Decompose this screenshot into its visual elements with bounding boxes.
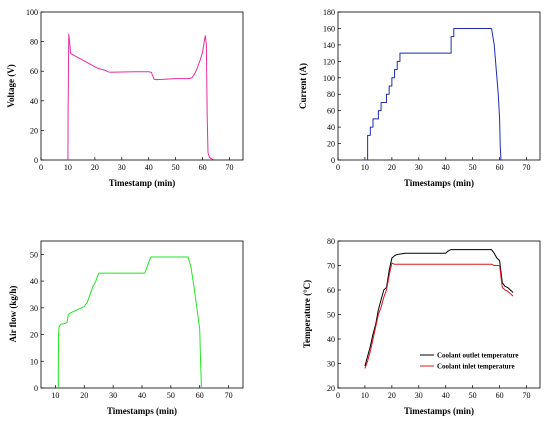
temperature-chart: 0 10 20 30 40 50 60 70 20 30 40 50 60 70 80 Timestamp… — [302, 237, 541, 416]
temperature-series-line-1 — [364, 262, 514, 369]
temperature-x-tick-label: 20 — [388, 391, 396, 400]
voltage-series — [67, 33, 214, 161]
current-y-tick-label: 120 — [323, 57, 335, 66]
temperature-x-tick-label: 40 — [442, 391, 450, 400]
temperature-y-tick-label: 40 — [327, 335, 335, 344]
current-y-tick-label: 160 — [323, 24, 335, 33]
airflow-y-ticks: 0 10 20 30 40 50 — [30, 250, 44, 393]
current-x-ticks: 0 10 20 30 40 50 60 70 — [336, 157, 531, 172]
voltage-y-tick-label: 0 — [34, 156, 38, 165]
current-series — [364, 27, 503, 161]
temperature-x-tick-label: 60 — [496, 391, 504, 400]
temperature-y-tick-label: 80 — [327, 237, 335, 246]
voltage-y-tick-label: 20 — [30, 126, 38, 135]
temperature-x-tick-label: 0 — [336, 391, 340, 400]
voltage-y-tick-label: 60 — [30, 67, 38, 76]
current-x-tick-label: 0 — [336, 163, 340, 172]
temperature-y-ticks: 20 30 40 50 60 70 80 — [327, 237, 341, 393]
voltage-x-tick-label: 60 — [199, 163, 207, 172]
airflow-y-tick-label: 40 — [30, 277, 38, 286]
temperature-y-tick-label: 50 — [327, 311, 335, 320]
voltage-y-tick-label: 80 — [30, 38, 38, 47]
temperature-x-tick-label: 10 — [361, 391, 369, 400]
current-x-tick-label: 20 — [388, 163, 396, 172]
airflow-series-line-0 — [57, 256, 202, 389]
temperature-x-axis-label: Timestamps (min) — [404, 406, 474, 416]
temperature-series-line-0 — [364, 249, 514, 367]
current-y-tick-label: 80 — [327, 90, 335, 99]
temperature-x-tick-label: 30 — [415, 391, 423, 400]
current-y-tick-label: 180 — [323, 8, 335, 17]
current-chart: 0 10 20 30 40 50 60 70 0 20 40 60 80 100 120 140 160 180… — [298, 8, 541, 188]
voltage-chart: 0 10 20 30 40 50 60 70 0 20 40 60 80 100 Timestamp (… — [6, 8, 244, 188]
temperature-x-ticks: 0 10 20 30 40 50 60 70 — [336, 385, 531, 400]
current-y-tick-label: 20 — [327, 140, 335, 149]
voltage-y-axis-label: Voltage (V) — [6, 64, 16, 107]
voltage-y-tick-label: 100 — [26, 8, 38, 17]
current-series-line-0 — [364, 27, 503, 161]
current-y-tick-label: 100 — [323, 74, 335, 83]
current-y-tick-label: 60 — [327, 107, 335, 116]
voltage-x-tick-label: 20 — [91, 163, 99, 172]
airflow-y-tick-label: 20 — [30, 331, 38, 340]
airflow-x-tick-label: 10 — [51, 391, 59, 400]
voltage-x-tick-label: 30 — [118, 163, 126, 172]
legend-label-outlet: Coolant outlet temperature — [437, 352, 519, 360]
voltage-plot-frame — [40, 11, 244, 161]
temperature-y-tick-label: 20 — [327, 384, 335, 393]
current-x-tick-label: 70 — [523, 163, 531, 172]
current-x-tick-label: 10 — [361, 163, 369, 172]
current-y-ticks: 0 20 40 60 80 100 120 140 160 180 — [323, 8, 341, 165]
current-plot-frame — [337, 11, 541, 161]
voltage-x-axis-label: Timestamp (min) — [109, 178, 176, 188]
voltage-y-tick-label: 40 — [30, 97, 38, 106]
airflow-x-tick-label: 70 — [225, 391, 233, 400]
voltage-x-tick-label: 50 — [172, 163, 180, 172]
voltage-x-tick-label: 10 — [64, 163, 72, 172]
airflow-plot-frame — [40, 240, 244, 389]
current-x-axis-label: Timestamps (min) — [404, 178, 474, 188]
current-x-tick-label: 30 — [415, 163, 423, 172]
voltage-series-line-0 — [67, 33, 214, 161]
temperature-series — [364, 249, 514, 369]
current-y-axis-label: Current (A) — [298, 63, 308, 109]
voltage-x-tick-label: 0 — [39, 163, 43, 172]
airflow-series — [57, 256, 202, 389]
airflow-y-axis-label: Air flow (kg/h) — [8, 286, 18, 343]
airflow-x-axis-label: Timestamps (min) — [107, 406, 177, 416]
airflow-y-tick-label: 10 — [30, 357, 38, 366]
current-x-tick-label: 50 — [469, 163, 477, 172]
temperature-y-tick-label: 30 — [327, 360, 335, 369]
airflow-x-tick-label: 20 — [80, 391, 88, 400]
temperature-x-tick-label: 50 — [469, 391, 477, 400]
airflow-x-tick-label: 50 — [167, 391, 175, 400]
voltage-x-tick-label: 40 — [145, 163, 153, 172]
legend-label-inlet: Coolant inlet temperature — [437, 363, 515, 371]
current-y-tick-label: 40 — [327, 123, 335, 132]
temperature-legend: Coolant outlet temperature Coolant inlet… — [420, 352, 519, 371]
airflow-chart: 10 20 30 40 50 60 70 0 10 20 30 40 50 Timestamps (m… — [8, 240, 244, 416]
temperature-y-axis-label: Temperature (°C) — [302, 280, 312, 348]
airflow-y-tick-label: 30 — [30, 304, 38, 313]
voltage-y-ticks: 0 20 40 60 80 100 — [26, 8, 44, 165]
airflow-y-tick-label: 50 — [30, 250, 38, 259]
airflow-x-ticks: 10 20 30 40 50 60 70 — [51, 385, 233, 400]
temperature-y-tick-label: 60 — [327, 286, 335, 295]
temperature-x-tick-label: 70 — [523, 391, 531, 400]
voltage-x-ticks: 0 10 20 30 40 50 60 70 — [39, 157, 234, 172]
airflow-x-tick-label: 60 — [196, 391, 204, 400]
voltage-x-tick-label: 70 — [226, 163, 234, 172]
airflow-x-tick-label: 40 — [138, 391, 146, 400]
current-x-tick-label: 60 — [496, 163, 504, 172]
airflow-x-tick-label: 30 — [109, 391, 117, 400]
current-y-tick-label: 0 — [331, 156, 335, 165]
current-x-tick-label: 40 — [442, 163, 450, 172]
airflow-y-tick-label: 0 — [34, 384, 38, 393]
temperature-y-tick-label: 70 — [327, 262, 335, 271]
current-y-tick-label: 140 — [323, 41, 335, 50]
